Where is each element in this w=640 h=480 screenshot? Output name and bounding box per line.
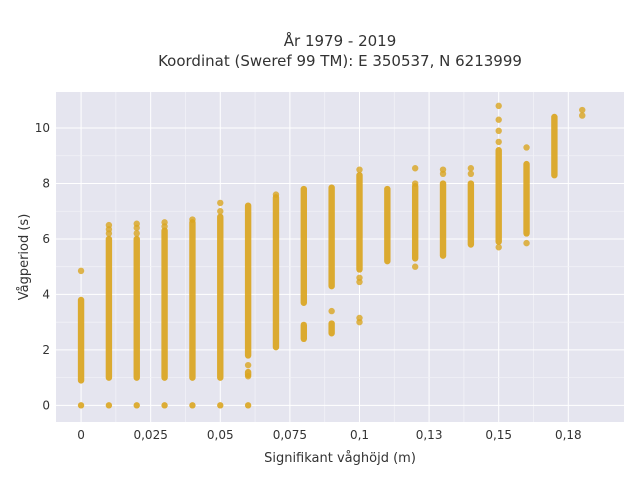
data-point-cluster [467,180,475,248]
data-point [133,402,140,409]
data-point-cluster [133,235,140,381]
x-tick-label: 0,15 [485,428,512,442]
data-point-cluster [328,184,335,290]
data-point [244,373,252,380]
data-point-cluster [189,219,196,381]
data-point [411,180,419,187]
data-point [161,402,168,409]
data-point-cluster [384,185,391,265]
data-point-cluster [217,213,224,381]
chart-title-line1: År 1979 - 2019 [284,31,397,50]
data-point [189,402,196,409]
data-point [495,138,502,146]
data-point-cluster [300,185,308,306]
data-point-cluster [272,194,280,351]
data-point [133,220,140,227]
data-point [189,216,196,223]
data-point [579,112,586,119]
data-point [217,402,224,409]
data-point [467,165,475,172]
y-axis-label: Vågperiod (s) [17,214,32,301]
data-point [105,221,113,229]
x-tick-labels: 0 0,025 0,05 0,075 0,1 0,13 0,15 0,18 [77,428,581,442]
data-point [217,199,224,207]
data-point [523,144,530,151]
x-tick-label: 0,1 [350,428,369,442]
data-point-cluster [411,183,419,262]
data-point [161,219,168,226]
x-tick-label: 0,025 [133,428,167,442]
x-tick-label: 0,13 [416,428,443,442]
y-tick-label: 6 [42,232,50,246]
data-point [411,263,419,270]
data-point-cluster [356,171,363,273]
data-point [272,191,280,198]
data-point [523,239,530,247]
data-point-cluster [439,180,447,259]
data-point-cluster [161,227,168,381]
data-point [439,166,447,173]
data-point [328,307,335,315]
x-tick-label: 0,18 [555,428,582,442]
x-axis-label: Signifikant våghöjd (m) [264,451,416,466]
data-point [105,402,113,409]
data-points [77,102,586,409]
data-point [244,402,252,409]
data-point [356,166,363,173]
plot-area [56,92,624,422]
data-point-cluster [300,321,308,343]
x-tick-label: 0,075 [273,428,307,442]
y-tick-label: 8 [42,177,50,191]
data-point-cluster [551,113,558,179]
data-point [133,230,140,237]
y-tick-label: 2 [42,343,50,357]
data-point [411,165,419,172]
data-point-cluster [328,320,335,337]
data-point [356,314,363,322]
data-point [495,127,502,135]
y-tick-label: 4 [42,287,50,301]
data-point-cluster [105,235,113,381]
data-point [244,361,252,369]
data-point-cluster [523,160,530,237]
data-point [467,170,475,178]
y-tick-label: 10 [35,121,50,135]
chart-title-line2: Koordinat (Sweref 99 TM): E 350537, N 62… [158,52,522,70]
gridlines [56,92,624,422]
data-point-cluster [244,202,252,359]
data-point [495,244,502,251]
data-point [217,208,224,215]
data-point [356,274,363,281]
data-point [77,267,85,275]
y-tick-label: 0 [42,398,50,412]
y-tick-labels: 0 2 4 6 8 10 [35,121,50,412]
data-point [495,102,502,110]
x-tick-label: 0 [77,428,85,442]
x-tick-label: 0,05 [207,428,234,442]
data-point [495,116,502,123]
data-point [579,106,586,114]
data-point [77,402,85,409]
data-point-cluster [77,296,85,384]
data-point-cluster [495,147,502,245]
